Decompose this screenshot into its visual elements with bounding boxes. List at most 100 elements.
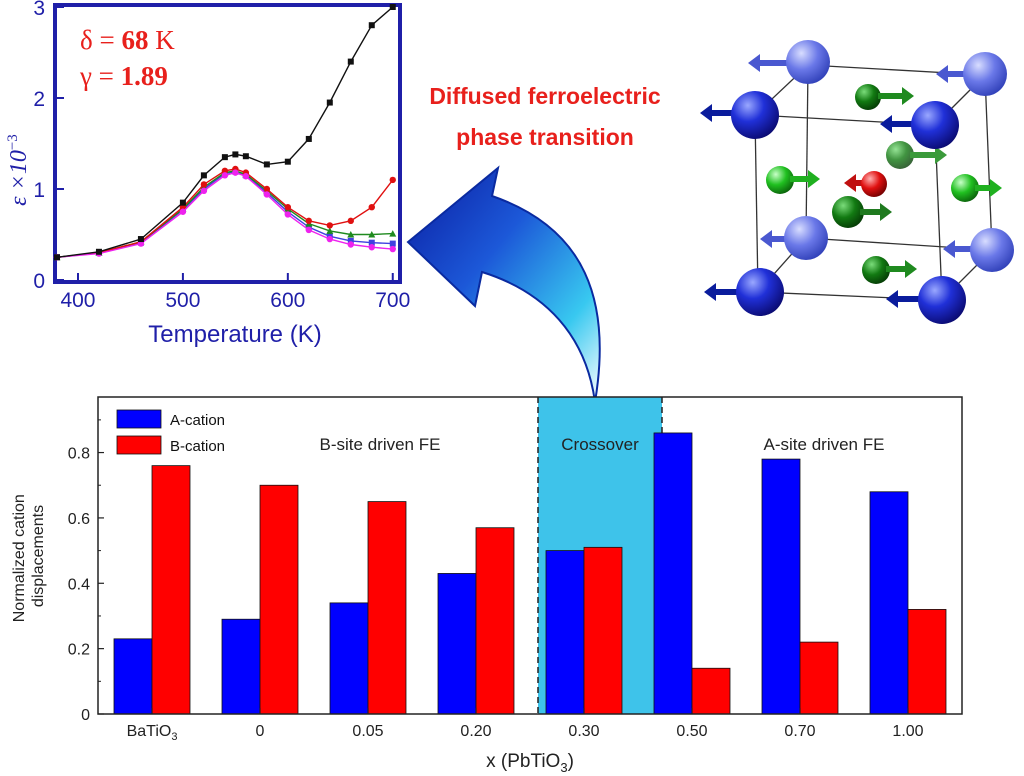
- x-tick-label: 0: [256, 723, 265, 740]
- displacement-arrow-icon: [975, 179, 1002, 197]
- inset-ylabel-main: ε ×10: [6, 150, 32, 206]
- displacement-arrow-icon: [748, 54, 790, 72]
- inset-point-magenta: [263, 191, 271, 198]
- a-site-atom: [918, 276, 966, 324]
- a-site-atom-front: [880, 101, 959, 149]
- inset-ylabel-exp: −3: [5, 134, 21, 150]
- x-tick-label: 0.30: [568, 723, 599, 740]
- main-ylabel-line-1: Normalized cation: [11, 494, 28, 622]
- inset-point-magenta: [368, 244, 375, 251]
- inset-y-tick-label: 2: [33, 88, 45, 111]
- inset-delta-symbol: δ =: [80, 25, 121, 55]
- inset-point-magenta: [284, 211, 292, 218]
- main-xlabel-sub: 3: [560, 760, 567, 775]
- displacement-arrow-icon: [936, 65, 968, 83]
- bar-b-cation: [151, 465, 191, 715]
- main-x-axis-label: x (PbTiO3): [486, 751, 574, 775]
- displacement-arrow-icon: [790, 170, 820, 188]
- inset-point-black: [389, 4, 396, 10]
- inset-y-tick-label: 0: [33, 270, 45, 293]
- displacement-arrow-icon: [844, 174, 866, 192]
- oxygen-atom: [862, 256, 917, 284]
- legend-label-b-cation: B-cation: [170, 438, 225, 455]
- bar-b-cation: [691, 667, 731, 715]
- oxygen-atom-sphere: [855, 84, 881, 110]
- curved-arrow-icon: [406, 165, 601, 403]
- inset-point-blue: [368, 239, 375, 246]
- oxygen-atom: [832, 196, 892, 228]
- inset-point-magenta: [389, 245, 396, 253]
- y-tick-label: 0: [81, 707, 90, 724]
- displacement-arrow-icon: [860, 203, 892, 221]
- bar-b-cation: [259, 484, 299, 715]
- a-site-atom: [784, 216, 828, 260]
- inset-frame: [53, 3, 402, 284]
- inset-chart: 400 500 600 700 0 1 2 3 δ = 68 K γ = 1.89 ε ×10…: [5, 0, 410, 348]
- a-site-atom-back: [943, 228, 1014, 272]
- bar-b-cation: [799, 641, 839, 715]
- inset-point-magenta: [305, 226, 313, 234]
- inset-point-magenta: [232, 169, 239, 176]
- inset-point-magenta: [179, 208, 187, 215]
- x-tick-label: 0.20: [460, 723, 491, 740]
- inset-point-red: [389, 176, 396, 184]
- inset-point-black: [95, 248, 102, 255]
- inset-point-black: [305, 135, 312, 142]
- inset-point-red: [284, 204, 292, 211]
- inset-point-black: [347, 58, 354, 65]
- y-tick-label: 0.8: [68, 446, 90, 463]
- inset-y-tick-label: 3: [33, 0, 45, 20]
- oxygen-atom: [766, 166, 820, 194]
- inset-point-black: [242, 153, 249, 160]
- crystal-edge: [754, 114, 759, 293]
- bar-b-cation: [475, 527, 515, 715]
- oxygen-atom-sphere: [951, 174, 979, 202]
- a-site-atom: [786, 40, 830, 84]
- inset-gamma-symbol: γ =: [79, 61, 121, 91]
- bar-a-cation: [869, 491, 909, 715]
- bar-a-cation: [437, 573, 477, 715]
- inset-point-green: [347, 231, 355, 238]
- inset-point-black: [200, 172, 207, 179]
- inset-point-magenta: [242, 173, 250, 180]
- oxygen-atom: [951, 174, 1002, 202]
- legend-swatch-a-cation: [116, 409, 162, 429]
- crystal-edge: [805, 64, 809, 239]
- inset-point-black: [326, 99, 333, 106]
- inset-x-axis-label: Temperature (K): [148, 321, 321, 348]
- inset-point-red: [347, 217, 354, 225]
- a-site-atom-back: [748, 40, 830, 84]
- inset-x-tick-label: 400: [60, 289, 95, 312]
- a-site-atom: [970, 228, 1014, 272]
- bar-a-cation: [761, 458, 801, 715]
- inset-point-magenta: [221, 172, 229, 179]
- inset-point-black: [368, 22, 375, 29]
- a-site-atom: [736, 268, 784, 316]
- b-site-atom: [844, 171, 887, 197]
- y-tick-label: 0.2: [68, 642, 90, 659]
- a-site-atom-front: [700, 91, 779, 139]
- inset-point-black: [179, 199, 186, 206]
- y-tick-label: 0.6: [68, 511, 90, 528]
- main-ylabel-line-2: displacements: [30, 505, 47, 607]
- inset-point-magenta: [347, 241, 354, 248]
- inset-point-green: [389, 230, 397, 237]
- annotation-line-2: phase transition: [456, 124, 634, 150]
- x-tick-label: 1.00: [892, 723, 923, 740]
- oxygen-atom: [886, 141, 947, 169]
- main-ticks: BaTiO3 0 0.05 0.20 0.30 0.50 0.70 1.00 0 0.2 0.4 0.…: [68, 419, 924, 743]
- a-site-atom-front: [886, 276, 966, 324]
- x-tick-label-main: BaTiO: [127, 723, 172, 740]
- inset-point-red: [221, 167, 229, 174]
- inset-point-black: [221, 154, 228, 161]
- legend-swatch-b-cation: [116, 435, 162, 455]
- displacement-arrow-icon: [704, 283, 740, 301]
- bar-b-cation: [367, 501, 407, 715]
- inset-point-green: [368, 231, 376, 238]
- a-site-atom-back: [936, 52, 1007, 96]
- region-label-crossover: Crossover: [561, 435, 639, 454]
- bar-a-cation: [545, 550, 585, 715]
- inset-point-blue: [347, 237, 354, 244]
- inset-x-tick-label: 700: [375, 289, 410, 312]
